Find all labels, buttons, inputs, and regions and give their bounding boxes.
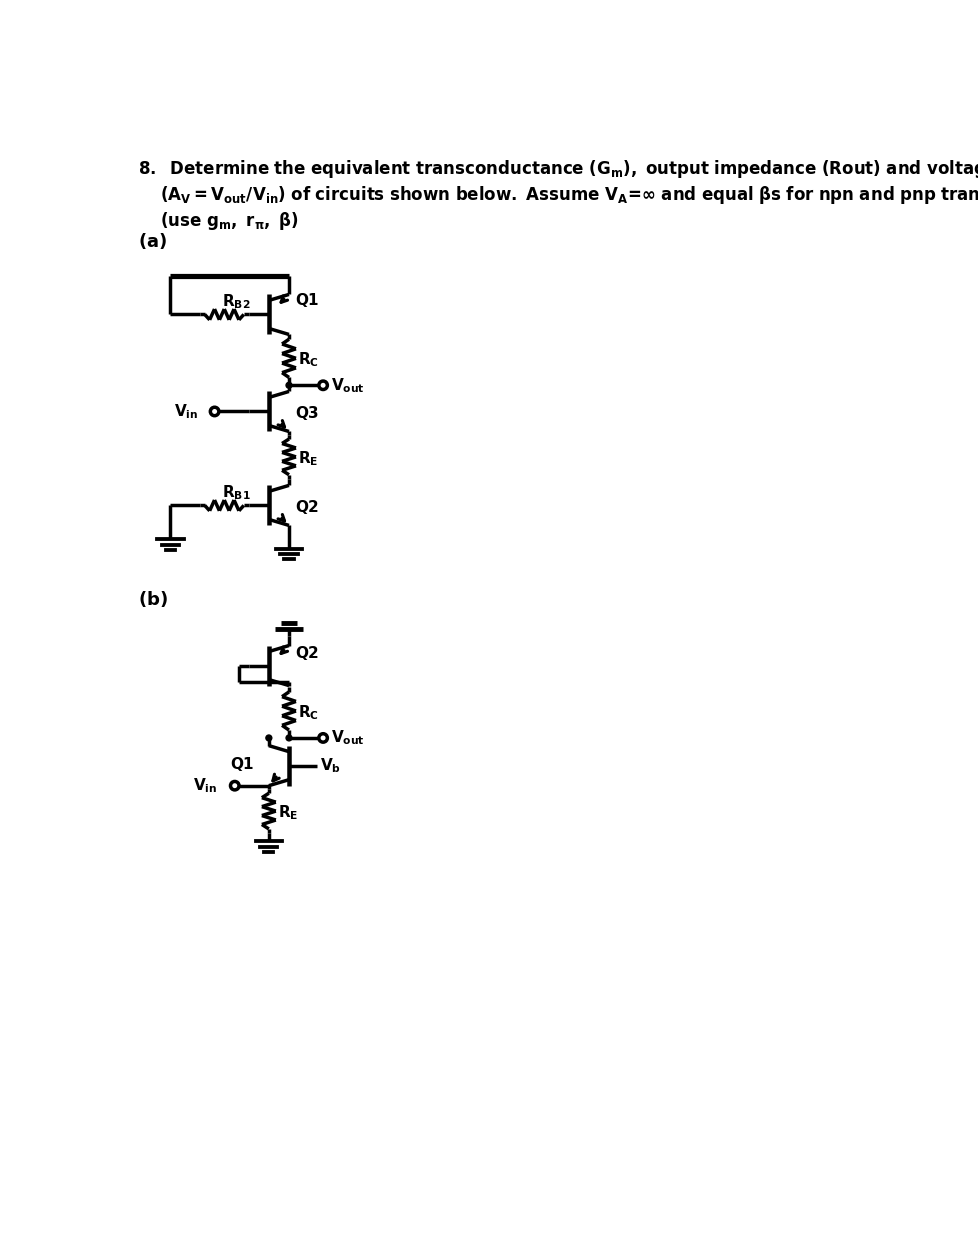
Text: $\mathbf{R_{B2}}$: $\mathbf{R_{B2}}$ [221,292,249,311]
Text: $\mathbf{R_E}$: $\mathbf{R_E}$ [298,449,319,467]
Text: $\mathbf{(A_V = V_{out}/V_{in})\ of\ circuits\ shown\ below.\ Assume\ V_A\!=\!\i: $\mathbf{(A_V = V_{out}/V_{in})\ of\ cir… [159,184,978,207]
Text: $\mathbf{R_E}$: $\mathbf{R_E}$ [278,804,298,822]
Circle shape [230,781,239,790]
Text: $\mathbf{V_{out}}$: $\mathbf{V_{out}}$ [331,728,364,747]
Text: $\mathbf{8.\ \ Determine\ the\ equivalent\ transconductance\ (G_m),\ output\ imp: $\mathbf{8.\ \ Determine\ the\ equivalen… [138,159,978,180]
Circle shape [210,407,219,416]
Text: $\mathbf{(b)}$: $\mathbf{(b)}$ [138,590,167,610]
Text: Q2: Q2 [295,499,319,514]
Text: $\mathbf{V_{in}}$: $\mathbf{V_{in}}$ [174,402,199,421]
Circle shape [286,382,291,388]
Circle shape [286,735,291,741]
Text: $\mathbf{R_{B1}}$: $\mathbf{R_{B1}}$ [221,484,250,503]
Text: $\mathbf{R_C}$: $\mathbf{R_C}$ [298,350,319,369]
Text: $\mathbf{(a)}$: $\mathbf{(a)}$ [138,232,167,251]
Text: Q3: Q3 [295,406,319,421]
Circle shape [319,381,327,389]
Circle shape [266,735,272,741]
Text: $\mathbf{(use\ g_m,\ r_\pi,\ \beta)}$: $\mathbf{(use\ g_m,\ r_\pi,\ \beta)}$ [159,210,298,232]
Text: $\mathbf{V_{out}}$: $\mathbf{V_{out}}$ [331,375,364,394]
Text: $\mathbf{V_b}$: $\mathbf{V_b}$ [320,756,340,775]
Text: Q1: Q1 [230,757,253,771]
Text: $\mathbf{V_{in}}$: $\mathbf{V_{in}}$ [193,776,217,795]
Text: Q1: Q1 [295,294,319,309]
Text: $\mathbf{R_C}$: $\mathbf{R_C}$ [298,703,319,722]
Text: Q2: Q2 [295,646,319,660]
Circle shape [319,733,327,742]
